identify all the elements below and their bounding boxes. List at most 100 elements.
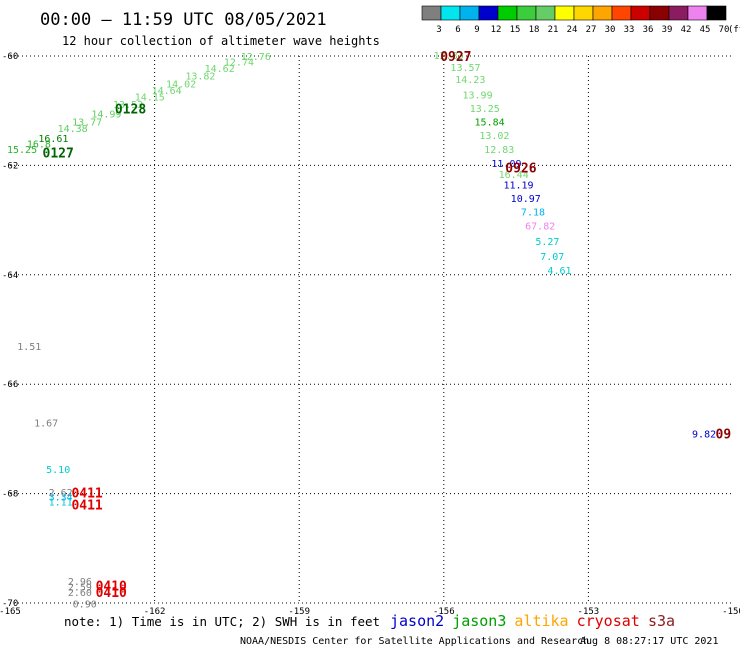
y-tick-label: -64 [2,271,18,281]
y-tick-label: -62 [2,161,18,171]
swh-value: 13.53 [113,100,143,111]
swh-value: 15.84 [475,118,505,129]
colorbar-swatch [630,5,651,21]
pass-label: 0927 [440,50,471,65]
pass-label: 0926 [505,162,536,177]
x-tick-label: -153 [578,607,600,617]
grid-lines [10,55,733,604]
colorbar-swatch [421,5,442,21]
colorbar-label: 70 [719,25,730,35]
colorbar-swatch [687,5,708,21]
colorbar-swatch [497,5,518,21]
swh-value: 0.90 [73,600,97,611]
y-tick-label: -70 [2,599,18,609]
swh-value: 14.38 [58,124,88,135]
colorbar-swatch [478,5,499,21]
colorbar-swatch [668,5,689,21]
swh-value: 11.09 [491,159,521,170]
swh-value: 1.67 [34,418,58,429]
swh-value: 13.99 [462,90,492,101]
colorbar-label: 39 [662,25,673,35]
colorbar-swatch [592,5,613,21]
x-tick-label: -162 [144,607,166,617]
swh-value: 14.62 [205,64,235,75]
y-tick-label: -66 [2,380,18,390]
x-tick-label: -165 [0,607,21,617]
colorbar-swatch [554,5,575,21]
swh-value: 5.10 [46,465,70,476]
satellite-jason2: jason2 [390,612,444,630]
satellite-jason3: jason3 [452,612,506,630]
pass-label: 0411 [71,487,102,502]
swh-value: 4.61 [547,266,571,277]
colorbar-swatch [440,5,461,21]
swh-value: 1.11 [49,497,73,508]
x-tick-label: -150 [722,607,740,617]
swh-value: 1.51 [17,342,41,353]
swh-value: 3.34 [49,492,73,503]
colorbar-label: 24 [567,25,578,35]
y-tick-label: -68 [2,490,18,500]
satellite-altika: altika [514,612,568,630]
swh-value: 13.82 [185,72,215,83]
colorbar-swatch [516,5,537,21]
swh-value: 14.99 [91,109,121,120]
colorbar-label: 18 [529,25,540,35]
swh-value: 10.97 [511,194,541,205]
swh-value: 9.82 [692,429,716,440]
swh-value: 16.8 [27,140,51,151]
colorbar-label: 45 [700,25,711,35]
colorbar-label: 15 [510,25,521,35]
swh-value: 14.23 [455,75,485,86]
x-tick-label: -159 [288,607,310,617]
swh-value: 13.25 [470,104,500,115]
swh-value: 67.82 [525,222,555,233]
pass-label: 0410 [96,579,127,594]
colorbar-label: 42 [681,25,692,35]
swh-value: 13.77 [72,118,102,129]
satellite-s3a: s3a [648,612,675,630]
swh-value: 2.96 [68,577,92,588]
swh-value: 16.44 [499,170,529,181]
swh-value: 11.19 [503,181,533,192]
swh-value: 5.27 [535,237,559,248]
colorbar-swatch [535,5,556,21]
colorbar-swatch [611,5,632,21]
swh-value: 15.25 [7,145,37,156]
swh-value: 2.59 [68,583,92,594]
swh-value: 12.83 [484,145,514,156]
colorbar-swatch [706,5,727,21]
pass-label: 09 [716,427,732,442]
x-tick-label: -156 [433,607,455,617]
swh-value: 2.60 [68,588,92,599]
chart-title: 00:00 – 11:59 UTC 08/05/2021 [40,10,327,30]
colorbar-label: 27 [586,25,597,35]
footer-note: note: 1) Time is in UTC; 2) SWH is in fe… [64,614,380,629]
swh-value: 7.07 [540,252,564,263]
swh-value: 12.76 [241,52,271,63]
swh-value: 12.74 [224,57,254,68]
colorbar-label: 21 [548,25,559,35]
swh-value: 2.62 [49,488,73,499]
swh-value: 13.02 [479,131,509,142]
colorbar-label: 36 [643,25,654,35]
swh-value: 14.64 [152,86,182,97]
colorbar-label: 12 [491,25,502,35]
y-tick-label: -60 [2,52,18,62]
pass-label: 0410 [96,586,127,601]
pass-label: 0411 [71,499,102,514]
pass-label: 0128 [115,103,146,118]
swh-value: 14.15 [135,92,165,103]
satellite-cryosat: cryosat [577,612,640,630]
colorbar-swatch [649,5,670,21]
chart-subtitle: 12 hour collection of altimeter wave hei… [62,34,380,48]
colorbar-swatch [459,5,480,21]
colorbar-unit: (ft) [728,25,740,35]
colorbar-label: 30 [605,25,616,35]
axis-ticks: -165 -162 -159 -156 -153 -150 -60 -62 -64 -66 -68 -… [0,52,740,617]
swh-value: 7.18 [521,207,545,218]
colorbar-swatch [573,5,594,21]
colorbar-label: 33 [624,25,635,35]
